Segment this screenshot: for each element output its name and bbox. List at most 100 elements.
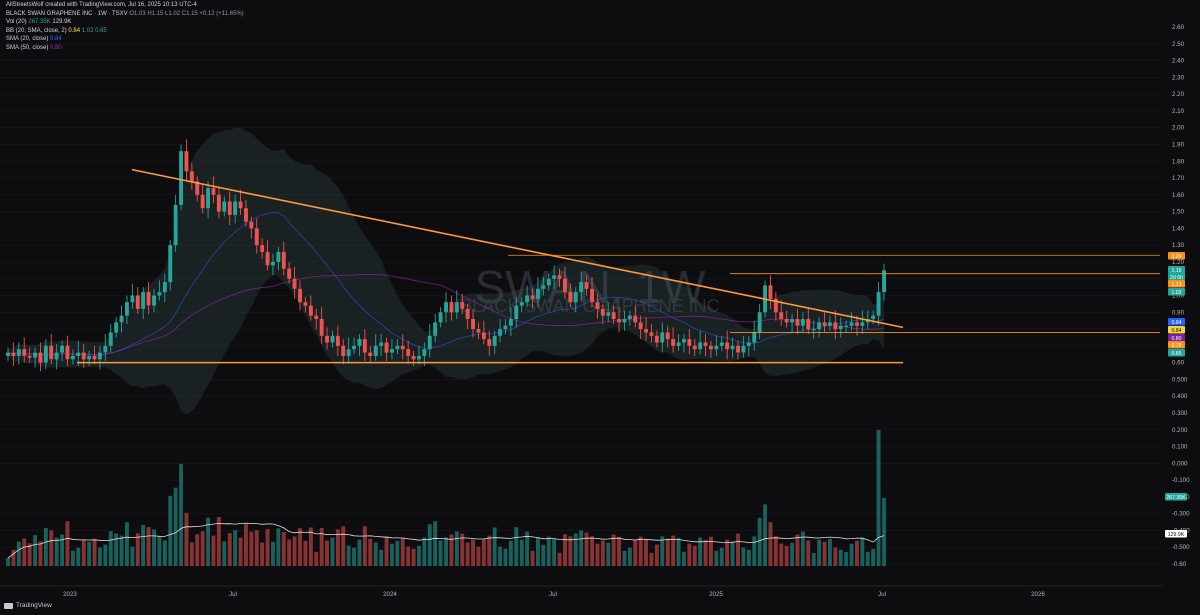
volume-bar <box>70 550 75 566</box>
candle-body <box>844 325 849 327</box>
volume-bar <box>135 533 140 566</box>
volume-ma-value: 129.9K <box>52 19 72 26</box>
volume-bar <box>417 545 421 566</box>
volume-bar <box>189 542 194 566</box>
volume-bar <box>49 530 54 566</box>
candle-body <box>563 278 567 293</box>
bb-legend[interactable]: BB (20, SMA, close, 2) 0.84 1.02 0.65 <box>6 27 244 36</box>
volume-bar <box>244 524 248 566</box>
candle-body <box>487 339 492 346</box>
candle-body <box>654 335 659 343</box>
candle-body <box>719 342 724 346</box>
volume-bar <box>390 543 394 566</box>
tradingview-logo[interactable]: TradingView <box>4 602 52 609</box>
volume-bar <box>216 517 221 566</box>
candle-body <box>335 335 340 346</box>
time-axis[interactable]: 2023 Jul 2024 Jul 2025 Jul 2026 <box>0 585 1200 615</box>
volume-bar <box>179 463 183 566</box>
volume-bar <box>654 544 659 566</box>
volume-bar <box>736 533 740 566</box>
price-badge-label: 0.84 <box>1171 328 1181 334</box>
volume-bar <box>92 538 97 566</box>
volume-bar <box>400 537 405 566</box>
y-tick-label: 1.00 <box>1172 293 1185 300</box>
brand-label: TradingView <box>16 602 52 609</box>
candle-body <box>141 292 146 309</box>
candle-body <box>725 342 730 350</box>
candle-body <box>465 308 470 319</box>
chart-legend: AllStreetsWolf created with TradingView.… <box>6 1 244 53</box>
candle-body <box>790 319 794 323</box>
candle-body <box>319 319 324 336</box>
volume-bar <box>492 527 497 566</box>
y-tick-label: 2.10 <box>1172 108 1185 115</box>
candle-body <box>173 204 178 246</box>
volume-bar <box>249 531 254 566</box>
candle-body <box>498 329 502 336</box>
volume-bar <box>730 541 735 566</box>
volume-bar <box>536 537 540 566</box>
volume-legend[interactable]: Vol (20) 267.35K 129.9K <box>6 18 244 27</box>
price-badge-label: 0.80 <box>1171 336 1181 342</box>
volume-bar <box>817 539 822 566</box>
volume-bar <box>60 534 64 566</box>
candle-body <box>27 355 32 358</box>
candle-body <box>406 349 411 356</box>
volume-badge <box>1165 493 1187 501</box>
candle-body <box>125 302 129 316</box>
time-axis-bg <box>0 586 1200 615</box>
volume-bar <box>627 547 632 566</box>
candle-body <box>98 352 102 360</box>
candle-body <box>849 322 854 326</box>
candle-body <box>779 312 784 319</box>
symbol-name[interactable]: BLACK SWAN GRAPHENE INC · 1W · TSXV <box>6 10 128 17</box>
y-tick-label: 1.40 <box>1172 225 1185 232</box>
volume-bar <box>254 530 259 566</box>
candle-body <box>352 345 356 350</box>
volume-bar <box>103 544 108 566</box>
volume-bar <box>849 543 854 566</box>
price-axis[interactable]: 2.60 2.50 2.40 2.30 2.20 2.10 2.00 1.90 1.80 1.70… <box>1172 24 1190 568</box>
price-badge-label: 0.84 <box>1171 320 1181 326</box>
volume-bar <box>352 547 356 566</box>
candle-body <box>757 312 762 333</box>
volume-bar <box>660 536 665 566</box>
y-tick-label: 2.50 <box>1172 41 1185 48</box>
volume-value: 267.35K <box>28 19 51 26</box>
candle-body <box>157 292 162 296</box>
sma50-legend[interactable]: SMA (50, close) 0.80 <box>6 44 244 53</box>
volume-bar <box>27 543 32 566</box>
candle-body <box>595 302 600 309</box>
candle-body <box>211 188 216 195</box>
sma20-legend[interactable]: SMA (20, close) 0.84 <box>6 35 244 44</box>
volume-bar <box>146 527 151 566</box>
candle-body <box>730 345 735 350</box>
volume-bar <box>65 521 70 566</box>
candle-body <box>206 188 210 209</box>
drawn-lines[interactable] <box>77 168 1160 364</box>
volume-bar <box>800 531 805 566</box>
volume-bar <box>649 552 654 566</box>
candle-body <box>395 345 400 350</box>
candle-body <box>746 342 751 346</box>
volume-bar <box>546 536 551 566</box>
volume-bar <box>584 532 589 566</box>
bb-lower: 0.65 <box>95 27 107 34</box>
candle-body <box>65 345 70 360</box>
candle-body <box>508 319 513 326</box>
x-tick-label: Jul <box>878 591 886 598</box>
volume-bar <box>465 542 470 566</box>
candle-body <box>222 201 227 212</box>
candle-body <box>411 355 416 360</box>
volume-bar <box>76 547 81 566</box>
candle-body <box>325 335 329 343</box>
volume-bar <box>454 531 459 566</box>
volume-bar <box>773 536 778 566</box>
candle-body <box>752 332 757 343</box>
candle-body <box>254 228 259 246</box>
volume-bar <box>281 532 286 566</box>
volume-bar <box>633 539 638 566</box>
volume-bar <box>806 540 811 566</box>
volume-bar <box>157 536 162 566</box>
